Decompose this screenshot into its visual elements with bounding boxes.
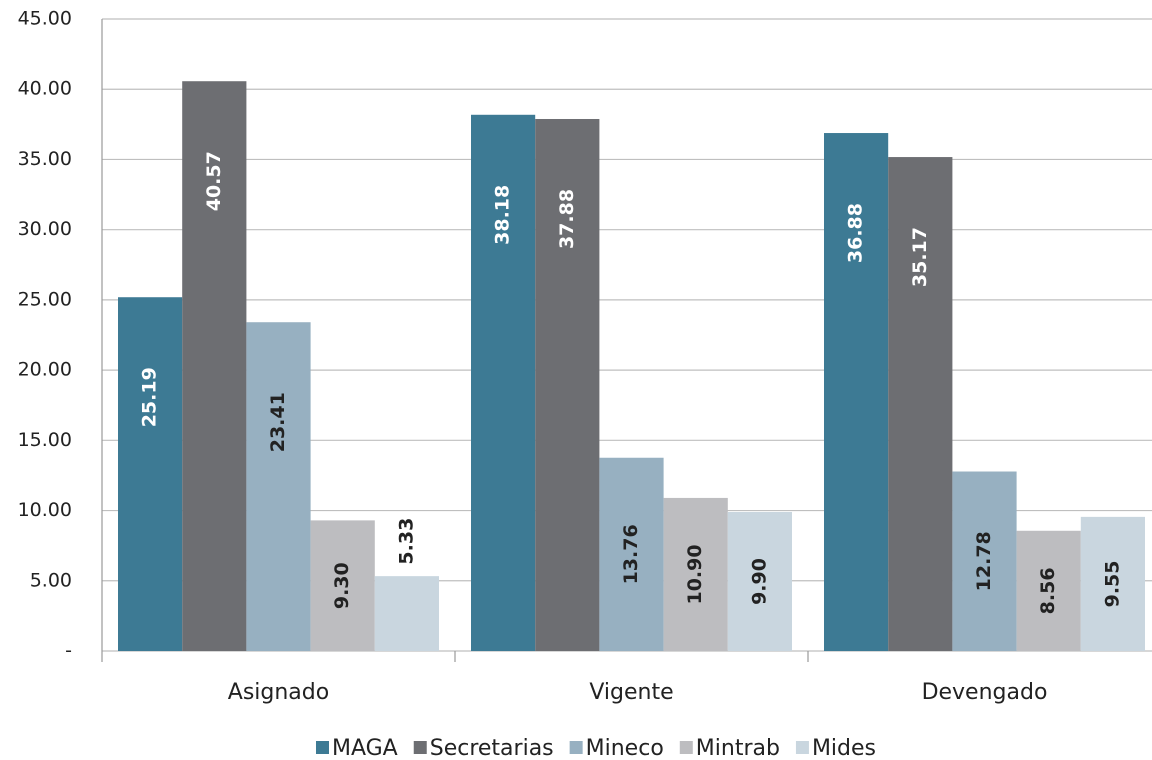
y-tick-label: 5.00: [30, 569, 72, 591]
bar: [471, 114, 536, 652]
bar: [182, 81, 247, 651]
value-label: 40.57: [203, 151, 225, 211]
bar: [663, 497, 728, 651]
x-tick-label: Vigente: [589, 680, 673, 705]
y-tick-label: 15.00: [18, 429, 72, 451]
legend-label: Secretarias: [430, 736, 554, 760]
bar: [1080, 516, 1145, 651]
y-tick-label: 45.00: [18, 8, 72, 30]
value-label: 9.30: [331, 562, 353, 609]
x-tick-label: Asignado: [228, 680, 329, 705]
value-label: 25.19: [139, 367, 161, 427]
value-label: 8.56: [1037, 567, 1059, 614]
y-tick-label: 40.00: [18, 78, 72, 100]
value-label: 9.55: [1101, 560, 1123, 607]
value-label: 35.17: [909, 227, 931, 287]
bar: [1016, 530, 1081, 651]
bar: [599, 457, 664, 651]
legend-label: MAGA: [332, 736, 398, 760]
y-tick-label: 35.00: [18, 148, 72, 170]
value-label: 5.33: [395, 518, 417, 565]
value-label: 12.78: [973, 531, 995, 591]
value-label: 37.88: [556, 189, 578, 249]
y-tick-label: 25.00: [18, 288, 72, 310]
y-tick-label: -: [65, 640, 72, 662]
bar: [888, 157, 953, 651]
value-label: 36.88: [845, 203, 867, 263]
bar: [374, 576, 439, 651]
value-label: 13.76: [620, 524, 642, 584]
bar: [952, 471, 1017, 651]
bar: [727, 511, 792, 651]
legend-label: Mineco: [586, 736, 664, 760]
value-label: 23.41: [267, 392, 289, 452]
value-label: 10.90: [684, 544, 706, 604]
legend-label: Mintrab: [696, 736, 780, 760]
value-label: 38.18: [492, 185, 514, 245]
y-tick-label: 20.00: [18, 359, 72, 381]
legend-swatch: [569, 741, 583, 754]
bar: [310, 520, 375, 651]
bar: [246, 322, 311, 651]
bar: [118, 297, 183, 651]
value-label: 9.90: [748, 558, 770, 605]
legend-swatch: [315, 741, 329, 754]
y-tick-label: 10.00: [18, 499, 72, 521]
legend-swatch: [413, 741, 427, 754]
legend-swatch: [795, 741, 809, 754]
legend: MAGA Secretarias Mineco Mintrab Mides: [315, 736, 876, 760]
bar: [824, 133, 889, 651]
x-tick-label: Devengado: [922, 680, 1048, 705]
bar: [535, 118, 600, 651]
legend-swatch: [679, 741, 693, 754]
y-tick-label: 30.00: [18, 218, 72, 240]
legend-label: Mides: [812, 736, 876, 760]
